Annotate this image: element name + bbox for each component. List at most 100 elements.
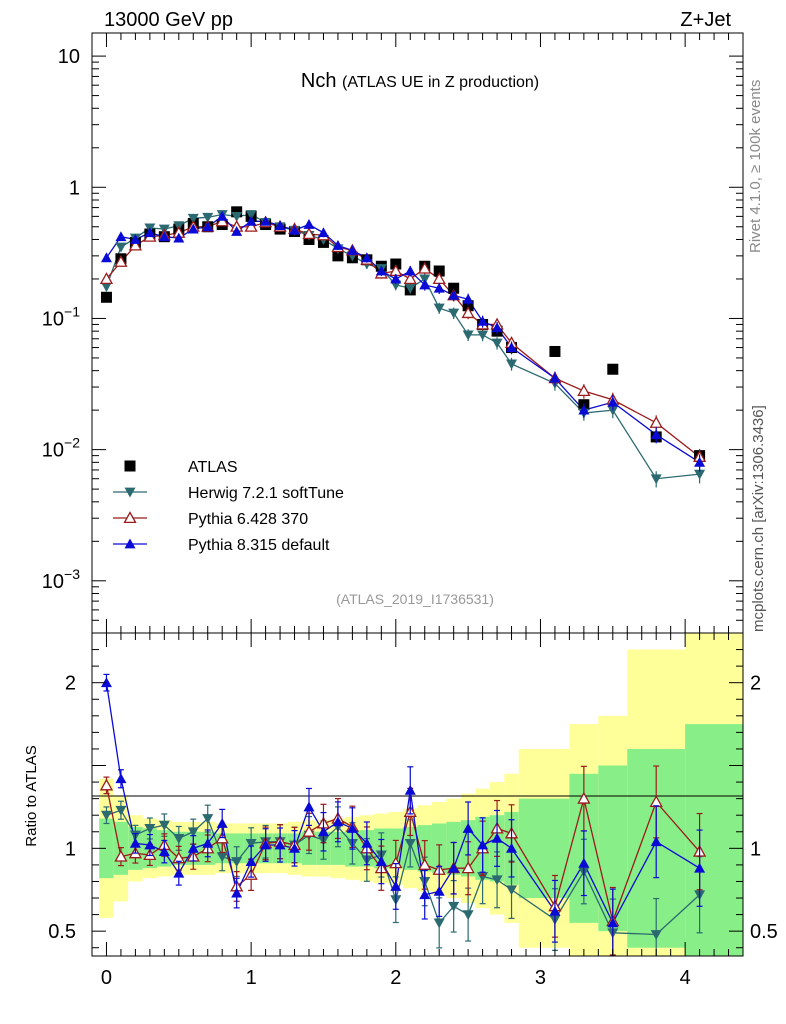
- data-point: [461, 306, 475, 319]
- series-line: [105, 220, 701, 458]
- data-point: [231, 211, 243, 222]
- ratio-line: [105, 682, 700, 925]
- ratio-point: [173, 833, 185, 844]
- ratio-point: [231, 887, 243, 898]
- ratio-point: [346, 822, 358, 833]
- data-point: [202, 212, 214, 223]
- ratio-point: [506, 885, 518, 896]
- data-point: [231, 226, 243, 236]
- ratio-point: [317, 826, 329, 837]
- ratio-point: [332, 816, 344, 827]
- ratio-point: [302, 824, 316, 837]
- ratio-point: [99, 778, 114, 791]
- data-point: [215, 214, 229, 227]
- ratio-point: [491, 832, 503, 843]
- data-point: [448, 282, 460, 294]
- ratio-y-tick-label: 1: [65, 838, 76, 860]
- data-point: [128, 238, 143, 251]
- rivet-version-label: Rivet 4.1.0, ≥ 100k events: [747, 80, 764, 253]
- data-point: [650, 474, 662, 485]
- data-point: [549, 345, 561, 357]
- tick-exponent: −1: [64, 303, 80, 319]
- data-point: [216, 210, 228, 221]
- ratio-panel: 0.5 0.5 1 1 2 2 0 1 2 3 4 Ratio to ATLAS: [23, 33, 778, 989]
- ratio-point: [245, 838, 257, 849]
- data-point: [274, 220, 286, 231]
- ratio-point: [274, 839, 286, 850]
- ratio-band-inner: [330, 831, 346, 865]
- data-point: [649, 416, 663, 428]
- tick-base: 10: [42, 308, 64, 330]
- data-point: [607, 405, 619, 416]
- ratio-line: [105, 785, 701, 924]
- data-point: [577, 384, 591, 397]
- data-point: [694, 469, 706, 480]
- tick-exponent: −2: [64, 435, 80, 451]
- ratio-point: [129, 837, 141, 848]
- data-point: [694, 456, 706, 467]
- data-point: [650, 429, 662, 440]
- data-point: [404, 265, 416, 276]
- data-point: [419, 279, 431, 290]
- ratio-point: [433, 918, 445, 929]
- ratio-point: [448, 862, 460, 873]
- ratio-point: [216, 817, 228, 828]
- data-point: [462, 300, 474, 312]
- ratio-point: [100, 677, 112, 688]
- ratio-point: [202, 837, 214, 848]
- ratio-point: [404, 838, 416, 849]
- data-point: [549, 372, 561, 383]
- main-series-group: [99, 206, 707, 488]
- legend-marker: [124, 538, 136, 549]
- data-point: [462, 293, 474, 304]
- tick-base: 10: [42, 440, 64, 462]
- ratio-point: [114, 849, 128, 862]
- main-y-tick-label: 10: [58, 46, 80, 68]
- data-point: [173, 232, 185, 243]
- data-point: [332, 239, 344, 250]
- x-tick-label: 4: [680, 967, 691, 989]
- data-point: [477, 330, 489, 341]
- data-point: [448, 289, 460, 300]
- tick-exponent: −3: [64, 566, 80, 582]
- main-panel: Nch (ATLAS UE in Z production) (ATLAS_20…: [42, 32, 744, 634]
- ratio-point: [448, 901, 460, 912]
- ratio-point: [461, 861, 475, 874]
- x-tick-label: 1: [246, 967, 257, 989]
- data-point: [317, 227, 329, 238]
- data-point: [114, 255, 128, 267]
- ratio-y-tick-label-right: 2: [750, 673, 761, 695]
- ratio-y-tick-label-right: 0.5: [750, 921, 778, 943]
- data-point: [202, 221, 214, 232]
- data-point: [607, 363, 619, 375]
- main-y-tick-label: 10−3: [42, 566, 80, 593]
- legend-label: Pythia 8.315 default: [188, 537, 330, 554]
- legend: ATLAS Herwig 7.2.1 softTune Pythia 6.428 3…: [113, 459, 344, 554]
- tick-base: 10: [58, 46, 80, 68]
- ratio-point: [650, 930, 662, 940]
- tick-base: 1: [69, 177, 80, 199]
- data-point: [404, 283, 416, 294]
- data-point: [418, 261, 432, 274]
- data-point: [390, 273, 402, 284]
- data-point: [289, 224, 301, 235]
- data-point: [491, 338, 503, 349]
- source-label: mcplots.cern.ch [arXiv:1306.3436]: [750, 405, 767, 632]
- legend-marker: [124, 460, 136, 472]
- data-point: [115, 242, 127, 253]
- ratio-y-tick-label: 0.5: [48, 921, 76, 943]
- data-point: [260, 215, 272, 226]
- ratio-point: [100, 810, 112, 821]
- ratio-point: [650, 836, 662, 847]
- ratio-point: [477, 839, 489, 850]
- ratio-point: [462, 910, 474, 921]
- ratio-point: [607, 917, 619, 928]
- ratio-point: [187, 842, 199, 853]
- data-point: [403, 272, 417, 285]
- data-point: [578, 404, 590, 415]
- x-tick-label: 3: [535, 967, 546, 989]
- chart-title-main: Nch: [301, 70, 337, 92]
- data-point: [390, 258, 402, 270]
